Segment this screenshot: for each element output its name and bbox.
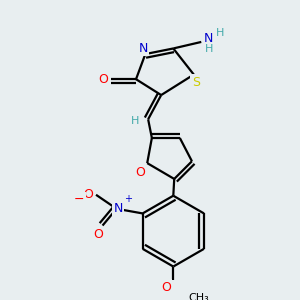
Text: O: O	[161, 280, 171, 294]
Text: N: N	[114, 202, 123, 215]
Text: H: H	[205, 44, 213, 54]
Text: O: O	[84, 188, 94, 201]
Text: O: O	[98, 73, 108, 86]
Text: +: +	[124, 194, 132, 204]
Text: O: O	[135, 166, 145, 179]
Text: H: H	[131, 116, 139, 126]
Text: −: −	[74, 193, 85, 206]
Text: O: O	[93, 228, 103, 242]
Text: N: N	[204, 32, 213, 45]
Text: CH₃: CH₃	[188, 293, 209, 300]
Text: S: S	[192, 76, 200, 88]
Text: H: H	[216, 28, 224, 38]
Text: N: N	[139, 42, 148, 55]
